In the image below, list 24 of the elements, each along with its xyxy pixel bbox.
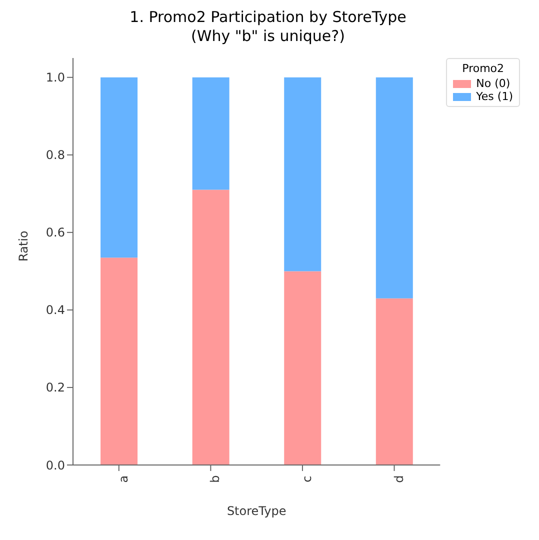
- bar: [192, 77, 230, 190]
- x-tick-label: c: [300, 476, 314, 482]
- legend-label: No (0): [476, 77, 510, 90]
- x-tick-label: b: [208, 475, 222, 483]
- legend-label: Yes (1): [476, 90, 513, 103]
- bar: [284, 271, 322, 465]
- bar: [192, 190, 230, 465]
- chart-title: 1. Promo2 Participation by StoreType (Why "b" is unique?): [128, 8, 408, 46]
- bar: [100, 258, 138, 465]
- y-tick-label: 1.0: [46, 70, 65, 85]
- y-tick-label: 0.8: [46, 148, 65, 162]
- x-tick-label: a: [116, 475, 130, 483]
- bar: [284, 77, 322, 272]
- y-tick-label: 0.6: [46, 226, 65, 240]
- y-tick-label: 0.0: [46, 458, 65, 472]
- bar: [376, 77, 413, 298]
- y-tick-label: 0.2: [46, 380, 65, 395]
- x-axis-title: StoreType: [226, 504, 286, 518]
- bar: [376, 298, 413, 465]
- x-tick-label: d: [392, 475, 406, 483]
- y-axis-title: Ratio: [16, 230, 30, 262]
- y-tick-label: 0.4: [46, 303, 65, 318]
- bar: [100, 77, 138, 258]
- legend-title: Promo2: [461, 62, 506, 75]
